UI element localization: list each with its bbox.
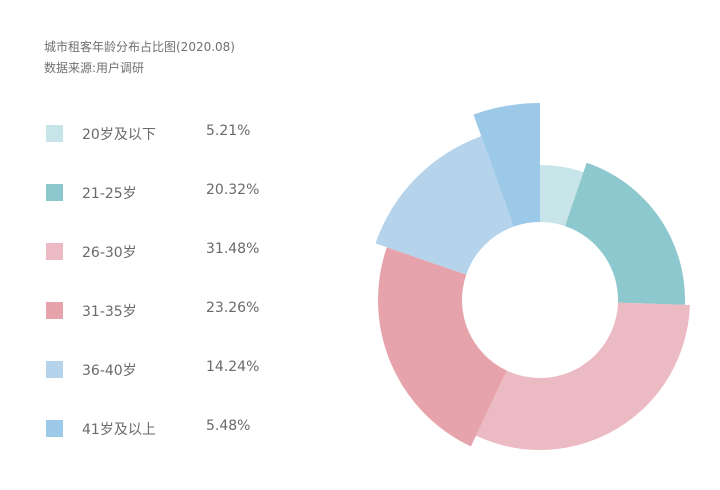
legend-label: 26-30岁	[82, 245, 137, 261]
donut-slice-3	[377, 247, 507, 447]
legend-value: 5.48%	[206, 418, 251, 434]
legend-swatch	[46, 125, 63, 142]
legend-label: 21-25岁	[82, 186, 137, 202]
legend-value: 20.32%	[206, 182, 260, 198]
chart-title: 城市租客年龄分布占比图(2020.08)	[44, 40, 235, 54]
legend-value: 14.24%	[206, 359, 260, 375]
legend-value: 31.48%	[206, 241, 260, 257]
donut-slice-5	[473, 103, 540, 227]
legend-swatch	[46, 361, 63, 378]
legend-swatch	[46, 243, 63, 260]
legend-item-26-30: 26-30岁 31.48%	[44, 240, 284, 264]
legend-item-36-40: 36-40岁 14.24%	[44, 358, 284, 382]
donut-slice-0	[540, 165, 584, 227]
chart-source: 数据来源:用户调研	[44, 61, 145, 75]
legend-label: 36-40岁	[82, 363, 137, 379]
legend-swatch	[46, 184, 63, 201]
legend-label: 41岁及以上	[82, 422, 156, 438]
legend-value: 5.21%	[206, 123, 251, 139]
legend-item-41-and-over: 41岁及以上 5.48%	[44, 417, 284, 441]
donut-slice-1	[565, 162, 685, 305]
donut-slice-2	[475, 302, 690, 450]
legend-value: 23.26%	[206, 300, 260, 316]
legend-swatch	[46, 420, 63, 437]
legend-item-21-25: 21-25岁 20.32%	[44, 181, 284, 205]
legend-swatch	[46, 302, 63, 319]
legend-item-20-and-under: 20岁及以下 5.21%	[44, 122, 284, 146]
donut-slice-4	[375, 136, 514, 275]
legend-label: 20岁及以下	[82, 127, 156, 143]
legend-label: 31-35岁	[82, 304, 137, 320]
legend-item-31-35: 31-35岁 23.26%	[44, 299, 284, 323]
